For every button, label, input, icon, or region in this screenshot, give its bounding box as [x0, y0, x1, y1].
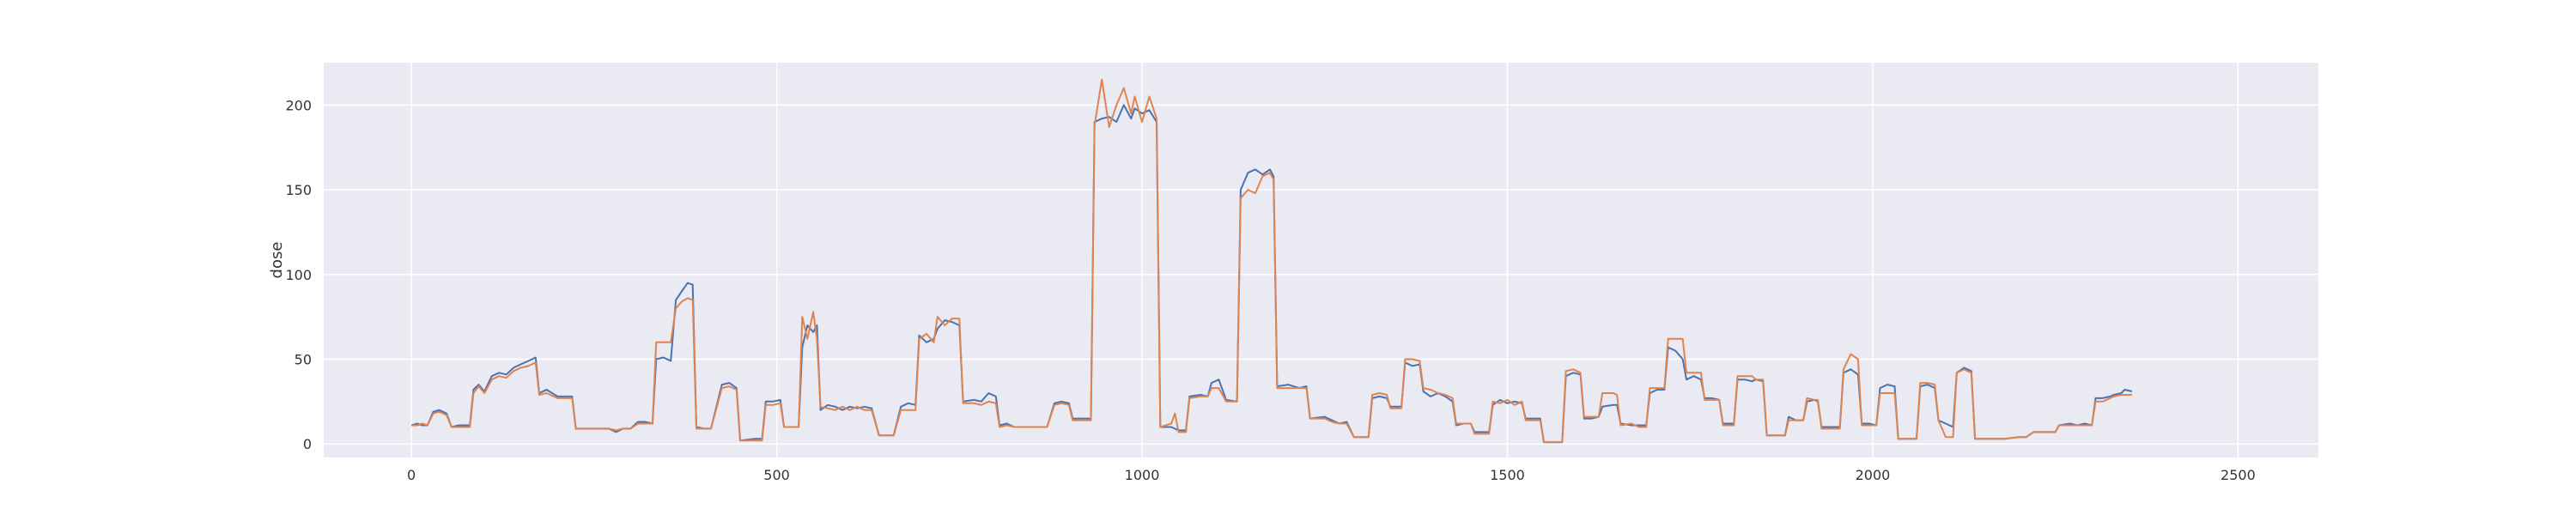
x-tick-label: 2000 [1856, 467, 1891, 483]
series-lines [410, 78, 2133, 444]
grid-lines [324, 63, 2318, 457]
x-tick-label: 1000 [1125, 467, 1160, 483]
y-tick-label: 50 [295, 351, 312, 367]
y-axis-label: dose [268, 242, 286, 279]
x-tick-label: 500 [763, 467, 790, 483]
series-line-2 [411, 78, 2132, 444]
plot-background [324, 63, 2318, 457]
y-tick-label: 200 [285, 97, 312, 113]
y-tick-label: 0 [303, 436, 312, 452]
x-tick-label: 0 [407, 467, 416, 483]
x-tick-label: 2500 [2221, 467, 2256, 483]
tick-labels: 0 500 1000 1500 2000 2500 0 50 100 150 200 [285, 97, 2255, 483]
y-tick-label: 150 [285, 182, 312, 198]
x-tick-label: 1500 [1490, 467, 1525, 483]
y-tick-label: 100 [285, 267, 312, 283]
